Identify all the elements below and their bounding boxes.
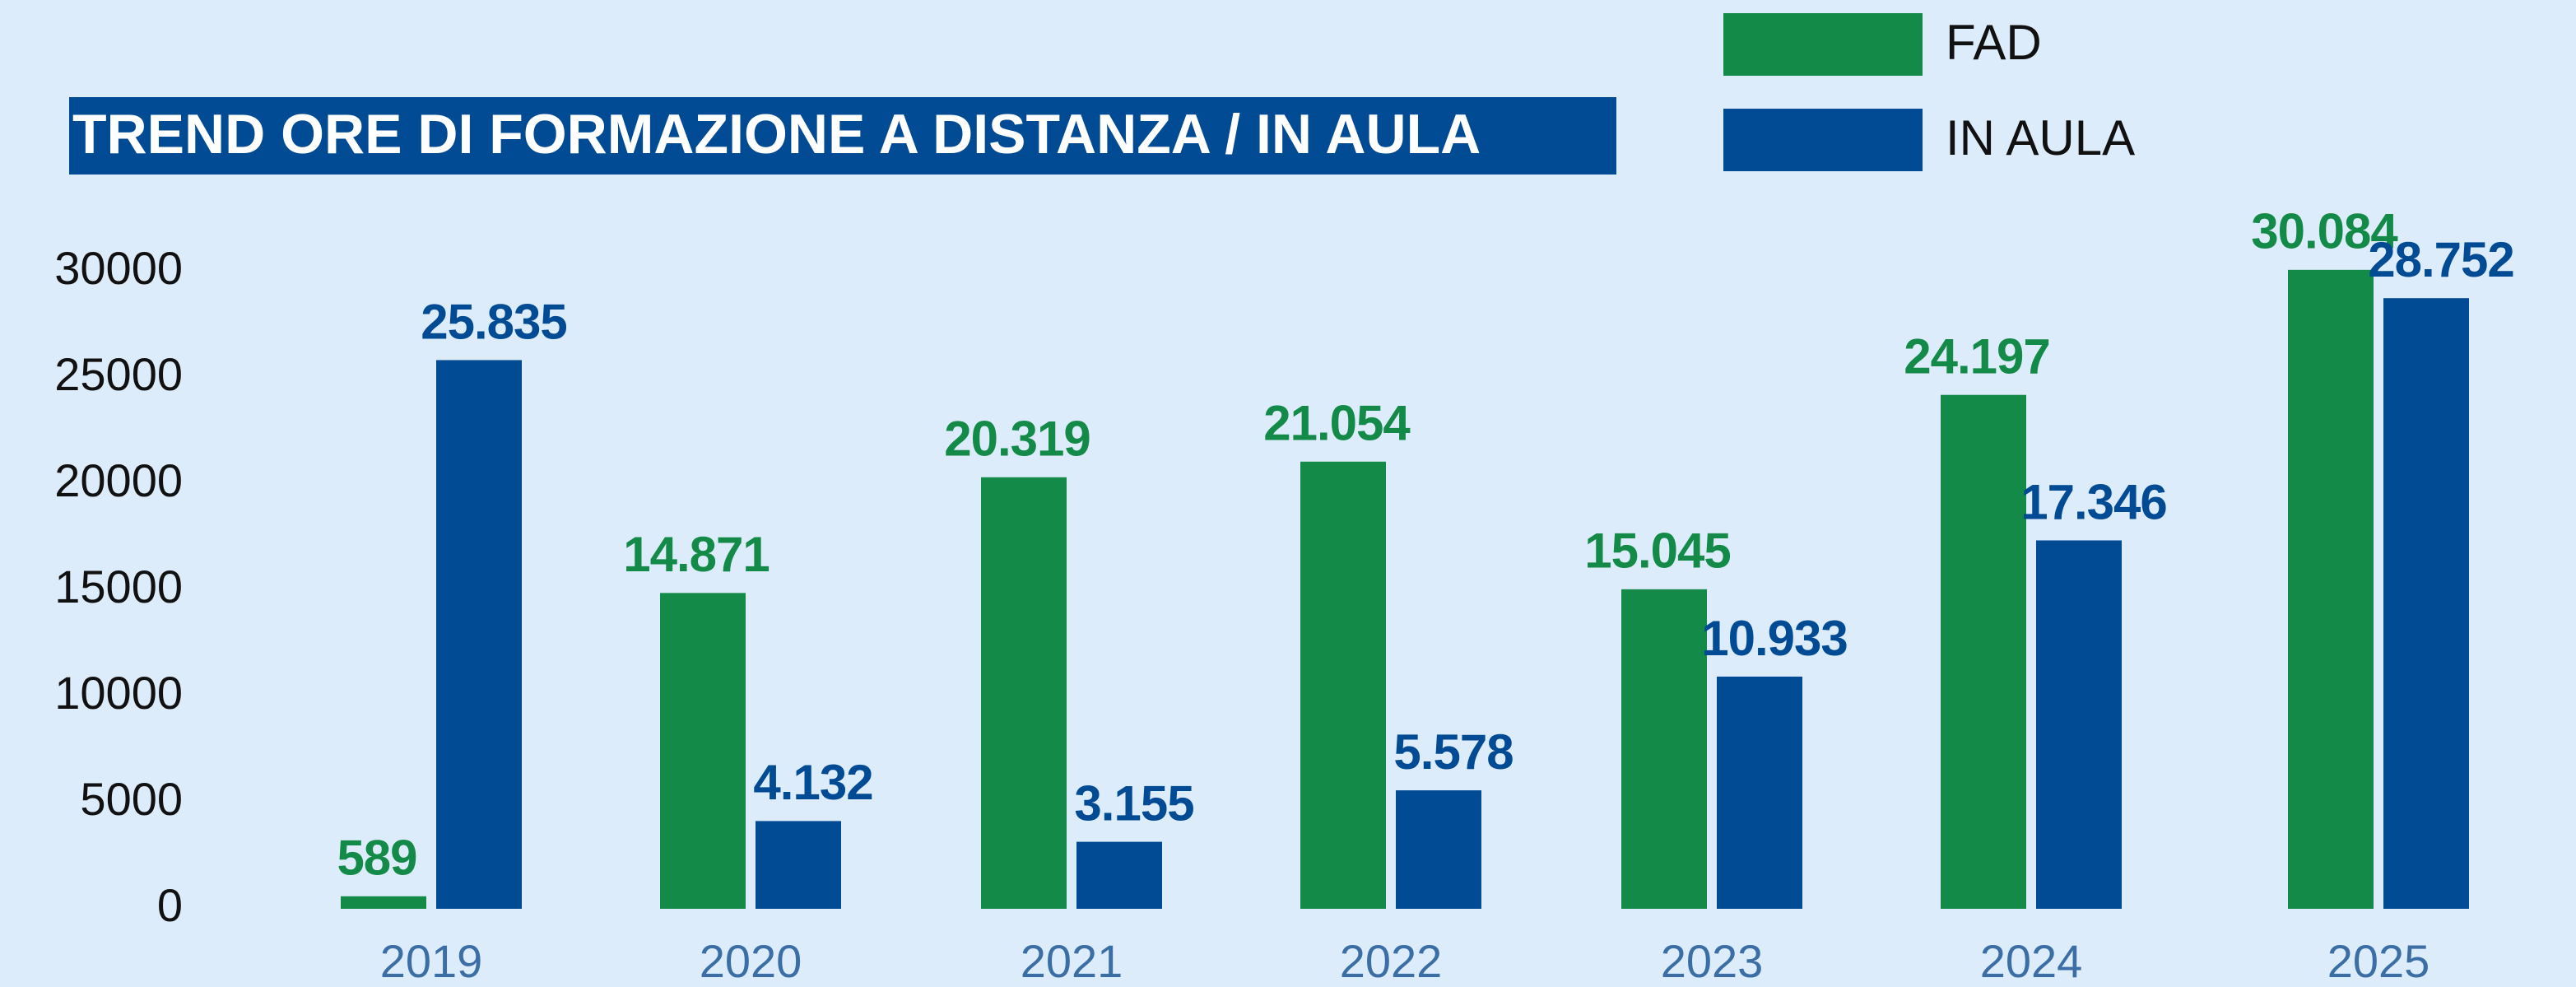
value-label: 28.752 (2368, 232, 2514, 287)
bar (2036, 540, 2122, 909)
y-tick-label: 10000 (54, 667, 183, 719)
bar (1717, 676, 1802, 909)
value-label: 24.197 (1904, 329, 2050, 384)
bar (341, 896, 426, 909)
x-tick-label: 2020 (700, 935, 802, 987)
bar (1396, 790, 1481, 909)
value-label: 30.084 (2251, 204, 2398, 259)
value-label: 17.346 (2020, 474, 2167, 529)
value-label: 10.933 (1701, 611, 1848, 666)
y-tick-label: 0 (157, 879, 183, 931)
y-tick-label: 30000 (54, 242, 183, 294)
y-tick-label: 20000 (54, 454, 183, 506)
y-tick-label: 25000 (54, 348, 183, 400)
legend-swatch (1723, 13, 1923, 76)
bar (1300, 461, 1386, 909)
bar (1076, 841, 1162, 909)
bar (2383, 298, 2469, 910)
legend-label: IN AULA (1946, 110, 2135, 165)
bar (660, 593, 746, 909)
bar (436, 360, 522, 909)
bar (756, 821, 841, 909)
legend-swatch (1723, 109, 1923, 171)
legend-label: FAD (1946, 15, 2042, 70)
x-tick-label: 2024 (1980, 935, 2083, 987)
x-tick-label: 2023 (1661, 935, 1764, 987)
value-label: 589 (337, 831, 416, 886)
title-box (69, 97, 1616, 175)
y-tick-label: 5000 (80, 773, 183, 825)
x-tick-label: 2019 (380, 935, 483, 987)
bar (1621, 589, 1707, 909)
value-label: 5.578 (1393, 724, 1513, 780)
value-label: 3.155 (1074, 775, 1193, 831)
bar (1941, 394, 2026, 909)
chart-title: TREND ORE DI FORMAZIONE A DISTANZA / IN … (72, 103, 1481, 165)
value-label: 20.319 (944, 412, 1090, 467)
bar (2288, 269, 2374, 910)
bar (981, 477, 1067, 909)
value-label: 21.054 (1263, 396, 1411, 451)
value-label: 14.871 (623, 527, 770, 582)
value-label: 4.132 (753, 755, 872, 810)
value-label: 25.835 (421, 294, 567, 349)
x-tick-label: 2021 (1021, 935, 1123, 987)
x-tick-label: 2022 (1340, 935, 1443, 987)
y-tick-label: 15000 (54, 561, 183, 612)
x-tick-label: 2025 (2327, 935, 2430, 987)
value-label: 15.045 (1584, 524, 1731, 579)
